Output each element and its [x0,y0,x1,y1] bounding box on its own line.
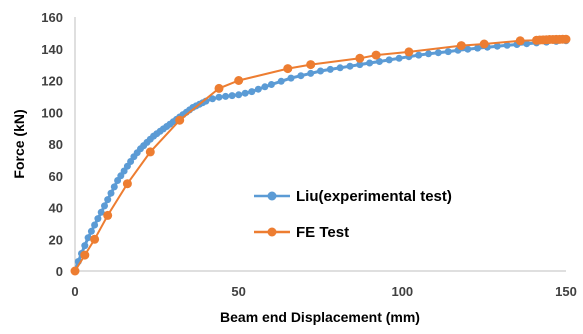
y-axis-title: Force (kN) [11,109,27,178]
data-point-liu [110,183,118,191]
data-point-fe [234,76,244,85]
data-point-fe [404,47,414,57]
data-point-liu [261,83,269,91]
data-point-liu [346,62,354,70]
data-point-liu [254,85,262,93]
y-tick-label: 80 [49,137,63,152]
data-point-liu [523,40,531,48]
data-point-fe [456,41,466,51]
y-tick-label: 160 [41,10,63,25]
y-tick-label: 40 [49,201,63,216]
data-point-liu [464,45,472,53]
legend-marker-liu [267,191,277,201]
data-point-liu [474,44,482,52]
data-point-liu [356,61,364,69]
data-point-liu [228,92,236,100]
x-tick-label: 150 [555,284,577,299]
data-point-liu [493,42,501,50]
x-tick-label: 50 [231,284,245,299]
y-tick-labels: 0 20 40 60 80 100 120 140 160 [41,10,63,279]
data-point-fe [371,50,381,60]
data-point-liu [101,202,108,210]
data-point-fe [479,39,489,49]
legend-label-fe: FE Test [296,224,349,241]
data-point-liu [297,72,305,80]
series-fe-test [70,34,571,276]
data-point-liu [425,50,432,58]
data-point-fe [70,266,80,276]
data-point-liu [307,69,315,77]
data-point-liu [434,49,442,57]
data-point-liu [287,74,295,82]
data-point-liu [444,48,452,56]
y-tick-label: 140 [41,42,63,57]
data-point-liu [375,58,383,65]
data-point-liu [91,221,99,229]
data-point-liu [277,77,285,85]
data-point-fe [355,53,365,63]
data-point-liu [87,227,95,235]
data-point-fe [283,64,293,74]
legend: Liu(experimental test) FE Test [254,188,452,241]
data-point-liu [215,93,223,101]
data-point-fe [80,250,90,260]
data-point-liu [241,89,249,97]
data-point-fe [175,115,185,125]
data-point-fe [214,83,224,93]
data-point-liu [84,234,92,242]
x-axis-title: Beam end Displacement (mm) [220,309,420,325]
data-point-liu [104,196,112,204]
data-point-liu [248,88,256,96]
data-point-liu [385,56,393,64]
y-tick-label: 60 [49,169,63,184]
data-point-fe [561,34,571,44]
data-point-liu [317,67,324,75]
data-point-liu [415,51,423,59]
data-point-fe [145,147,155,157]
data-point-liu [97,208,105,216]
x-tick-labels: 0 50 100 150 [71,284,576,299]
data-point-liu [267,81,275,88]
data-point-fe [306,60,316,70]
data-point-liu [395,54,403,62]
data-point-liu [209,95,216,103]
data-point-liu [326,65,334,73]
data-point-liu [107,189,115,197]
y-tick-label: 0 [56,264,63,279]
data-point-liu [81,242,89,250]
data-point-liu [235,91,243,99]
legend-label-liu: Liu(experimental test) [296,188,452,205]
y-tick-label: 120 [41,74,63,89]
data-point-fe [90,234,100,244]
data-point-fe [103,210,113,220]
x-tick-label: 0 [71,284,78,299]
data-point-liu [94,215,102,223]
legend-marker-fe [267,227,277,237]
data-point-liu [222,92,230,100]
data-point-liu [336,64,344,72]
y-tick-label: 20 [49,232,63,247]
y-tick-label: 100 [41,105,63,120]
data-point-fe [515,36,525,46]
data-point-fe [122,179,132,189]
x-tick-label: 100 [391,284,413,299]
data-point-liu [503,41,511,49]
data-point-liu [366,59,374,67]
